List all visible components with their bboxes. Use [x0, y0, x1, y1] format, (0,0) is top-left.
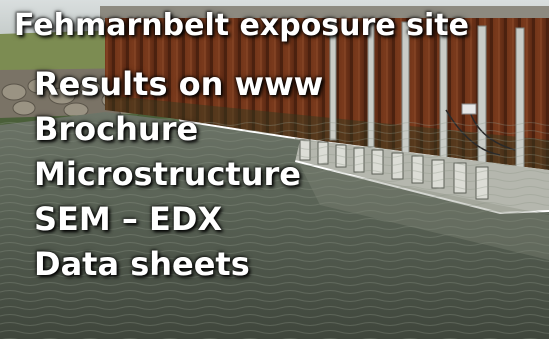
list-item-sem-edx: SEM – EDX	[34, 200, 223, 238]
list-item-microstructure: Microstructure	[34, 155, 301, 193]
list-item-data-sheets: Data sheets	[34, 245, 250, 283]
list-item-results: Results on www	[34, 65, 324, 103]
slide-title: Fehmarnbelt exposure site	[14, 8, 469, 43]
list-item-brochure: Brochure	[34, 110, 199, 148]
bullet-list: Results on www Brochure Microstructure S…	[34, 62, 323, 287]
